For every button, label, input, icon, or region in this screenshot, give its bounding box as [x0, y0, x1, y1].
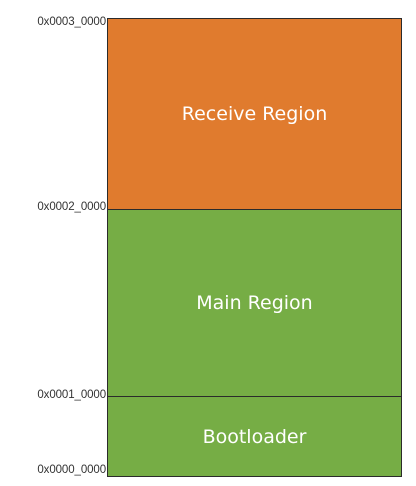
receive-region-label: Receive Region: [181, 103, 328, 125]
main-region-label: Main Region: [196, 292, 313, 314]
address-label-receive-base: 0x0002_0000: [37, 201, 106, 213]
bootloader-region-label: Bootloader: [202, 425, 307, 448]
main-region-block: Main Region: [108, 209, 401, 396]
address-label-main-base: 0x0001_0000: [37, 389, 106, 401]
address-label-top: 0x0003_0000: [37, 16, 106, 28]
memory-region-stack: Receive Region Main Region Bootloader: [107, 18, 402, 477]
bootloader-region-block: Bootloader: [108, 396, 401, 476]
receive-region-block: Receive Region: [108, 19, 401, 209]
address-label-bootloader-base: 0x0000_0000: [37, 464, 106, 476]
